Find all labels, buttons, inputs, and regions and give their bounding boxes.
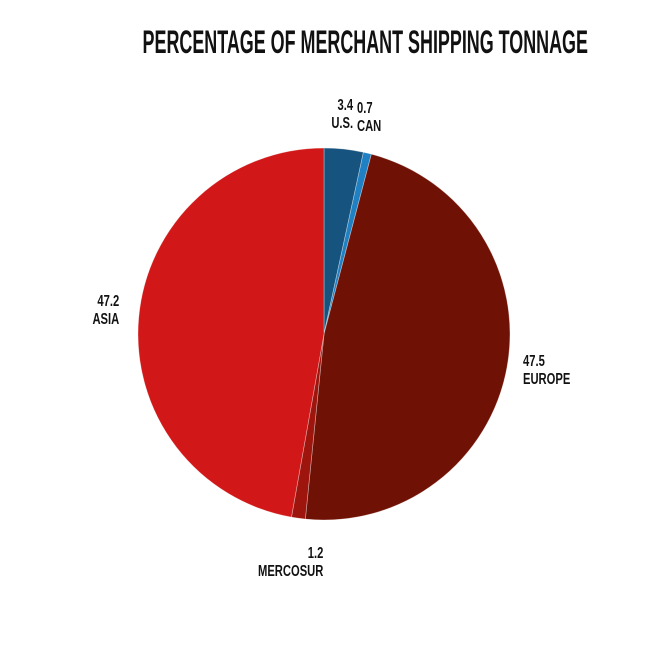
pie-slice-us — [323, 147, 364, 335]
slice-value-asia: 47.2 — [97, 293, 119, 310]
slice-name-europe: EUROPE — [523, 371, 571, 388]
slice-name-mercosur: MERCOSUR — [257, 563, 323, 580]
slice-name-can: CAN — [357, 118, 382, 135]
pie-slice-asia — [137, 147, 325, 518]
slice-value-mercosur: 1.2 — [307, 545, 323, 562]
slice-label-can: 0.7 CAN — [357, 100, 381, 136]
slice-value-us: 3.4 — [337, 97, 353, 114]
pie-slice-mercosur — [291, 333, 325, 520]
slice-value-europe: 47.5 — [523, 353, 545, 370]
slice-label-mercosur: 1.2 MERCOSUR — [258, 545, 323, 581]
slice-label-us: 3.4 U.S. — [331, 97, 353, 133]
slice-name-us: U.S. — [331, 115, 353, 132]
slice-name-asia: ASIA — [92, 311, 119, 328]
pie-slice-europe — [304, 153, 511, 521]
slice-label-europe: 47.5 EUROPE — [523, 353, 570, 389]
slice-value-can: 0.7 — [357, 100, 373, 117]
slice-label-asia: 47.2 ASIA — [92, 293, 119, 329]
pie-slice-can — [323, 151, 372, 335]
